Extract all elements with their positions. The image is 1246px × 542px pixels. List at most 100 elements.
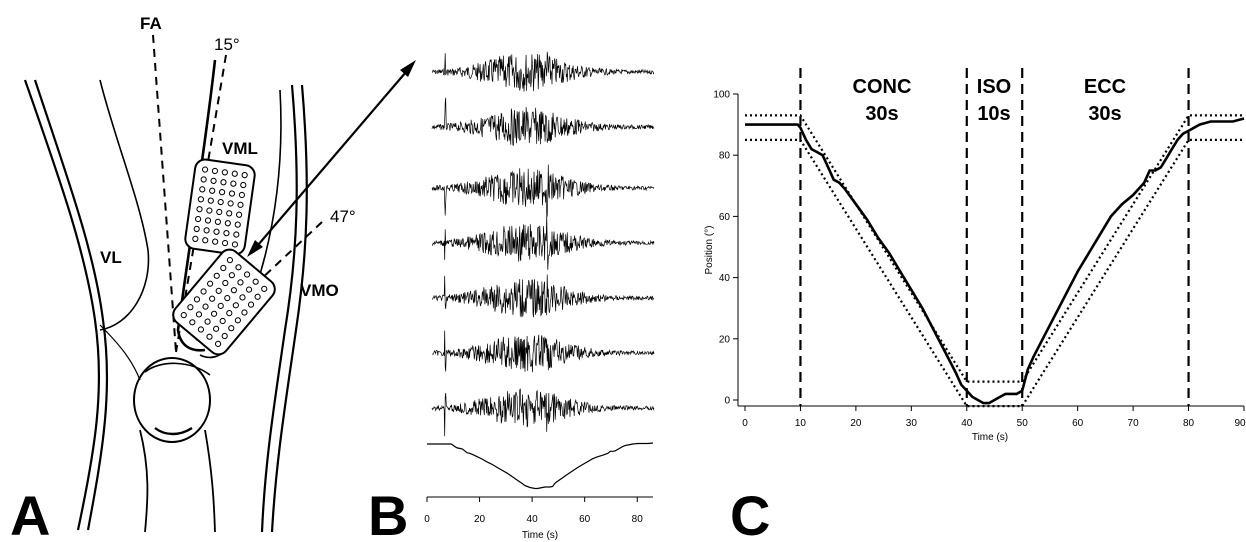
medial-leg-outline-inner bbox=[270, 84, 308, 533]
electrode-dot bbox=[195, 215, 202, 223]
emg-trace bbox=[431, 214, 655, 270]
label-fa: FA bbox=[140, 14, 162, 33]
y-axis-title: Position (°) bbox=[704, 225, 715, 274]
electrode-dot bbox=[199, 186, 206, 193]
electrode-dot bbox=[218, 189, 226, 196]
patella-curve-bottom bbox=[154, 426, 193, 436]
y-tick-label: 60 bbox=[719, 212, 731, 223]
x-tick-label: 30 bbox=[906, 418, 918, 429]
electrode-dot bbox=[220, 264, 227, 272]
electrode-dot bbox=[213, 325, 220, 332]
panel-b-x-ticks: 0 20 40 60 80 bbox=[424, 497, 643, 525]
electrode-dot bbox=[238, 191, 245, 199]
vastus-lateralis-outline-2 bbox=[99, 324, 141, 381]
electrode-dot bbox=[215, 287, 222, 294]
electrode-dot bbox=[230, 180, 237, 187]
y-ticks: 0 20 40 60 80 100 bbox=[713, 90, 738, 407]
electrode-dot bbox=[220, 179, 227, 186]
electrode-dot bbox=[236, 211, 243, 218]
electrode-dot bbox=[221, 239, 229, 247]
phase-iso-name: ISO bbox=[977, 76, 1011, 98]
electrode-dot bbox=[202, 303, 209, 310]
electrode-dot bbox=[211, 167, 219, 175]
electrode-dot bbox=[237, 279, 244, 286]
medial-leg-outline-outer bbox=[260, 84, 298, 533]
x-tick-label: 50 bbox=[1017, 418, 1029, 429]
panel-letter-b: B bbox=[368, 484, 408, 542]
electrode-dot bbox=[216, 208, 223, 216]
electrode-dot bbox=[204, 217, 212, 224]
arrow-head-lower-icon bbox=[247, 240, 263, 257]
electrode-dot bbox=[233, 231, 240, 238]
x-tick-label: 60 bbox=[1072, 418, 1084, 429]
panel-b-tick-label: 60 bbox=[579, 514, 591, 525]
electrode-dot bbox=[230, 287, 237, 294]
electrode-dot bbox=[226, 210, 233, 217]
electrode-dot bbox=[219, 317, 226, 325]
electrode-dot bbox=[254, 293, 261, 300]
electrode-dot bbox=[235, 264, 242, 271]
label-vl: VL bbox=[100, 248, 122, 267]
phase-ecc-duration: 30s bbox=[1088, 103, 1121, 125]
electrode-dot bbox=[226, 257, 234, 264]
x-tick-label: 10 bbox=[795, 418, 807, 429]
electrode-dot bbox=[217, 302, 224, 310]
electrode-dot bbox=[241, 172, 248, 179]
electrode-dot bbox=[203, 227, 210, 234]
electrode-dot bbox=[214, 218, 222, 225]
electrode-dot bbox=[197, 196, 204, 203]
phase-iso-duration: 10s bbox=[977, 103, 1010, 125]
electrode-dot bbox=[200, 288, 207, 295]
electrode-dot bbox=[211, 310, 218, 317]
electrode-dot bbox=[245, 286, 253, 293]
electrode-dot bbox=[193, 225, 200, 233]
position-series-line bbox=[745, 117, 1245, 405]
tolerance-bound-line bbox=[745, 114, 1244, 383]
electrode-dot bbox=[206, 207, 213, 214]
y-tick-label: 100 bbox=[713, 90, 730, 101]
x-ticks: 0 10 20 30 40 50 60 70 80 90 bbox=[742, 406, 1246, 429]
electrode-dot bbox=[192, 235, 199, 242]
lateral-leg-outline-outer bbox=[23, 79, 101, 531]
electrode-dot bbox=[261, 285, 268, 292]
emg-traces bbox=[431, 51, 655, 437]
arrow-head-upper-icon bbox=[400, 60, 416, 77]
emg-trace bbox=[432, 330, 655, 373]
vmo-electrode-grid bbox=[172, 248, 276, 356]
electrode-dot bbox=[204, 318, 211, 325]
electrode-dot bbox=[180, 312, 187, 319]
electrode-dot bbox=[223, 230, 230, 237]
label-47-degrees: 47° bbox=[330, 207, 356, 226]
x-axis-title: Time (s) bbox=[972, 432, 1008, 443]
panel-letter-a: A bbox=[10, 484, 50, 542]
emg-trace bbox=[431, 388, 655, 437]
patella-outline bbox=[133, 357, 211, 443]
double-headed-arrow bbox=[251, 64, 413, 253]
electrode-dot bbox=[202, 237, 209, 244]
electrode-dot bbox=[189, 319, 196, 326]
panel-a: FA 15° VML 47° VL VMO A bbox=[10, 14, 416, 542]
tibia-outline-right bbox=[204, 429, 216, 533]
label-15-degrees: 15° bbox=[214, 35, 240, 54]
panel-b-tick-label: 40 bbox=[527, 514, 539, 525]
electrode-dot bbox=[226, 310, 233, 317]
label-vml: VML bbox=[222, 139, 258, 158]
patella-curve-top bbox=[144, 362, 211, 376]
rectus-contour bbox=[176, 59, 217, 352]
electrode-dot bbox=[228, 325, 235, 332]
electrode-dot bbox=[187, 304, 194, 311]
electrode-dot bbox=[252, 278, 259, 285]
electrode-dot bbox=[231, 170, 238, 177]
y-tick-label: 80 bbox=[719, 151, 731, 162]
electrode-dot bbox=[193, 296, 201, 303]
electrode-dot bbox=[217, 198, 224, 206]
emg-trace bbox=[431, 51, 655, 92]
electrode-dot bbox=[213, 228, 220, 235]
electrode-dot bbox=[210, 177, 217, 184]
x-tick-label: 70 bbox=[1128, 418, 1140, 429]
tolerance-bound-line bbox=[745, 138, 1244, 408]
chart-series bbox=[745, 114, 1245, 408]
electrode-dot bbox=[197, 326, 205, 333]
y-tick-label: 0 bbox=[724, 396, 730, 407]
